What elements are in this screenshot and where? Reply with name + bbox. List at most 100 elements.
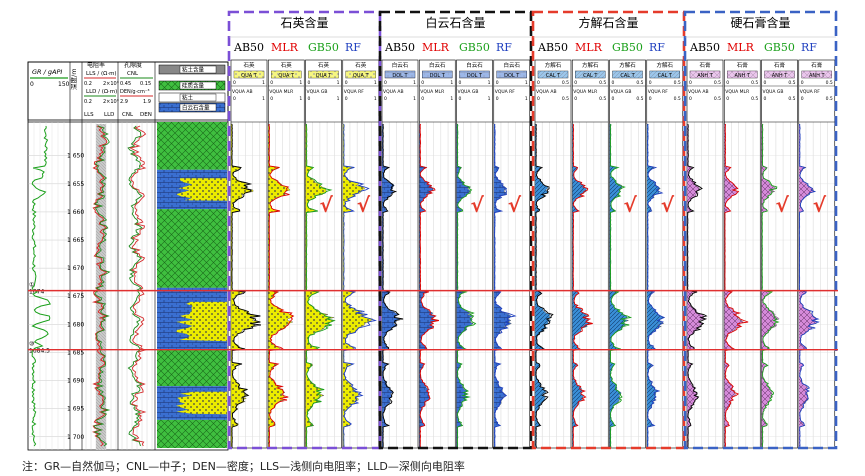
cnl-label: CNL — [127, 71, 139, 77]
predicted-curve-rf — [343, 123, 377, 449]
method-label-mlr: MLR — [727, 41, 755, 54]
vcurve-name: VQUA AB — [383, 89, 404, 95]
track-label: 白云石 — [392, 61, 409, 69]
overlay-lines — [28, 289, 838, 351]
curve-name: ANH T — [772, 73, 789, 79]
group-frame-3 — [531, 10, 686, 450]
curve-min: 0 — [270, 80, 273, 86]
depth-tick-0: 1 650 — [67, 153, 84, 160]
curve-min: 0 — [574, 80, 577, 86]
check-mark: √ — [661, 193, 675, 217]
group-frame-4 — [683, 10, 838, 450]
vcurve-name: VQUA RF — [495, 89, 516, 95]
method-label-ab50: AB50 — [233, 41, 264, 54]
curve-name: CAL T — [658, 73, 673, 79]
vcurve-max: 1 — [525, 96, 528, 102]
zone-label-2: 1684.5 — [29, 348, 50, 355]
gr-label: GR / gAPI — [32, 68, 62, 76]
track-label: 石英 — [355, 61, 367, 69]
method-label-gb50: GB50 — [308, 41, 339, 54]
den-min: 2.9 — [120, 99, 128, 105]
depth-tick-2: 1 660 — [67, 209, 84, 216]
vcurve-max: 1 — [450, 96, 453, 102]
vcurve-min: 0 — [421, 96, 424, 102]
curve-max: 1 — [262, 80, 265, 86]
depth-label: 深度/m — [69, 68, 78, 90]
curve-name: ANH T — [734, 73, 751, 79]
legend-dolomite-label-bg — [179, 103, 217, 112]
vcurve-name: VQUA AB — [232, 89, 253, 95]
curve-max: 1 — [450, 80, 453, 86]
vcurve-max: 1 — [299, 96, 302, 102]
lithology-layer-6 — [157, 419, 227, 448]
curve-name: DOL T — [430, 73, 446, 79]
curve-box-fill — [612, 71, 643, 78]
curve-name: QUA T — [353, 73, 370, 79]
legend-dolomite-label: 白云石含量 — [182, 104, 210, 112]
lls-legend: LLS — [84, 112, 94, 118]
track-label: 白云石 — [429, 61, 446, 69]
curve-box-fill — [271, 71, 302, 78]
vcurve-name: VQUA GB — [307, 89, 328, 95]
mineral-fill-cal — [572, 123, 592, 449]
predicted-curve-gb50 — [305, 123, 336, 449]
zone-code-2: ⑩ — [29, 341, 34, 348]
vcurve-min: 0 — [496, 96, 499, 102]
vcurve-name: VQUA GB — [763, 89, 784, 95]
curve-min: 0 — [649, 80, 652, 86]
track-label: 方解石 — [582, 61, 599, 69]
vcurve-min: 0 — [726, 96, 729, 102]
gr-curve — [31, 125, 51, 447]
lld-legend: LLD — [104, 112, 114, 118]
depth-tick-5: 1 675 — [67, 293, 84, 300]
track-label: 石英 — [281, 61, 293, 69]
predicted-curve-gb50 — [609, 124, 633, 448]
curve-name: CAL T — [620, 73, 635, 79]
curve-max: 0.5 — [636, 80, 643, 86]
vcurve-name: VQUA RF — [800, 89, 821, 95]
predicted-curve-mlr — [268, 123, 295, 449]
method-label-ab50: AB50 — [537, 41, 568, 54]
left-log-tracks: GR / gAPI 0 150 深度/m 电阻率 LLS / (Ω·m) 0.2 2×10³ L… — [27, 61, 229, 451]
curve-box-fill — [649, 71, 680, 78]
curve-box-fill — [690, 71, 720, 78]
vcurve-max: 0.5 — [562, 96, 569, 102]
footnote: 注：GR—自然伽马；CNL—中子；DEN—密度；LLS—浅侧向电阻率；LLD—深… — [22, 460, 465, 473]
vcurve-max: 0.5 — [636, 96, 643, 102]
track-label: 石英 — [318, 61, 330, 69]
curve-min: 0 — [459, 80, 462, 86]
track-label: 石膏 — [737, 61, 749, 69]
curve-box-fill — [459, 71, 490, 78]
curve-max: 1 — [374, 80, 377, 86]
curve-min: 0 — [689, 80, 692, 86]
depth-tick-4: 1 670 — [67, 265, 84, 272]
vcurve-min: 0 — [537, 96, 540, 102]
lld-label: LLD / (Ω·m) — [86, 89, 117, 95]
vcurve-max: 0.5 — [751, 96, 758, 102]
group-title-2: 白云石含量 — [425, 15, 485, 30]
curve-min: 0 — [496, 80, 499, 86]
method-label-ab50: AB50 — [384, 41, 415, 54]
lld-max: 2×10³ — [103, 99, 119, 105]
curve-box-fill — [538, 71, 568, 78]
vcurve-max: 1 — [337, 96, 340, 102]
curve-min: 0 — [612, 80, 615, 86]
method-label-mlr: MLR — [422, 41, 450, 54]
curve-box-fill — [345, 71, 376, 78]
curve-name: DOL T — [504, 73, 520, 79]
lithology-quartz-0 — [176, 178, 227, 201]
depth-tick-1: 1 655 — [67, 181, 84, 188]
vcurve-min: 0 — [384, 96, 387, 102]
lls-min: 0.2 — [84, 81, 92, 87]
curve-max: 1 — [488, 80, 491, 86]
